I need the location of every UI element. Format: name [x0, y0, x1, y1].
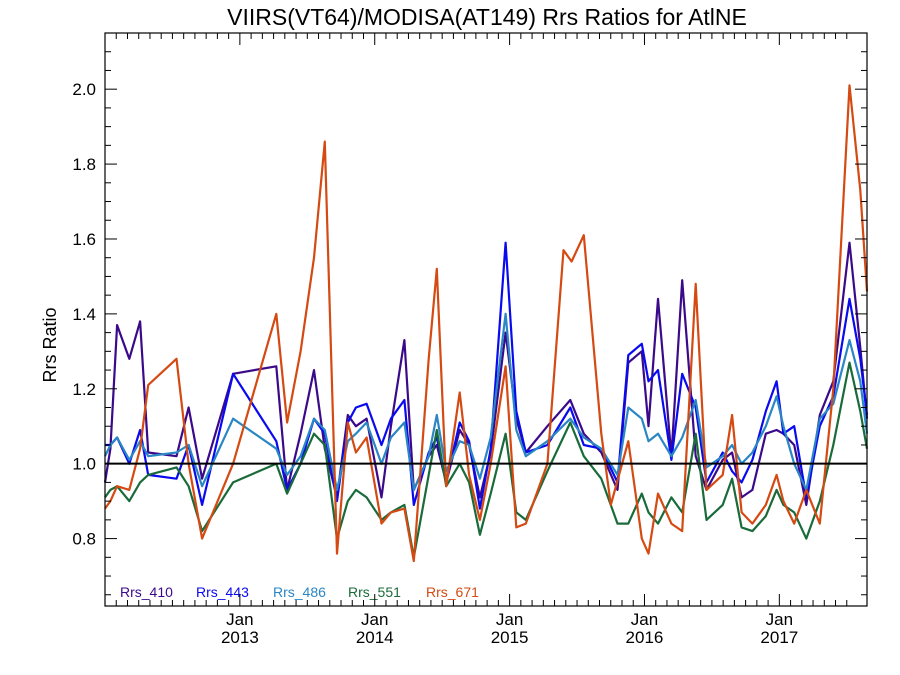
x-tick-label-month: Jan: [766, 610, 793, 629]
y-tick-label: 1.8: [72, 155, 96, 174]
chart-title: VIIRS(VT64)/MODISA(AT149) Rrs Ratios for…: [227, 4, 747, 30]
axes-ticks: 0.81.01.21.41.61.82.0Jan2013Jan2014Jan20…: [72, 33, 867, 647]
y-tick-label: 1.6: [72, 230, 96, 249]
y-tick-label: 0.8: [72, 530, 96, 549]
plot-frame: [104, 32, 868, 607]
x-tick-label-year: 2016: [626, 628, 664, 647]
legend-entry-rrs-551: Rrs_551: [348, 584, 401, 600]
legend-entry-rrs-443: Rrs_443: [196, 584, 249, 600]
x-tick-label-month: Jan: [496, 610, 523, 629]
x-tick-label-year: 2017: [760, 628, 798, 647]
x-tick-label-year: 2013: [221, 628, 259, 647]
series-line-rrs-443: [105, 241, 869, 510]
series-line-rrs-410: [103, 241, 869, 506]
x-tick-label-year: 2015: [491, 628, 529, 647]
series-line-rrs-486: [104, 312, 869, 491]
x-tick-label-year: 2014: [356, 628, 394, 647]
legend-entry-rrs-410: Rrs_410: [120, 584, 173, 600]
y-tick-label: 1.2: [72, 380, 96, 399]
y-axis-label: Rrs Ratio: [40, 307, 60, 382]
x-tick-label-month: Jan: [631, 610, 658, 629]
legend-entry-rrs-671: Rrs_671: [426, 584, 479, 600]
series-line-rrs-671: [104, 84, 869, 563]
x-tick-label-month: Jan: [226, 610, 253, 629]
y-tick-label: 2.0: [72, 80, 96, 99]
y-tick-label: 1.4: [72, 305, 96, 324]
legend: Rrs_410 Rrs_443 Rrs_486 Rrs_551 Rrs_671: [120, 584, 479, 600]
legend-entry-rrs-486: Rrs_486: [273, 584, 326, 600]
x-tick-label-month: Jan: [361, 610, 388, 629]
y-tick-label: 1.0: [72, 455, 96, 474]
plot-lines: [103, 84, 869, 563]
